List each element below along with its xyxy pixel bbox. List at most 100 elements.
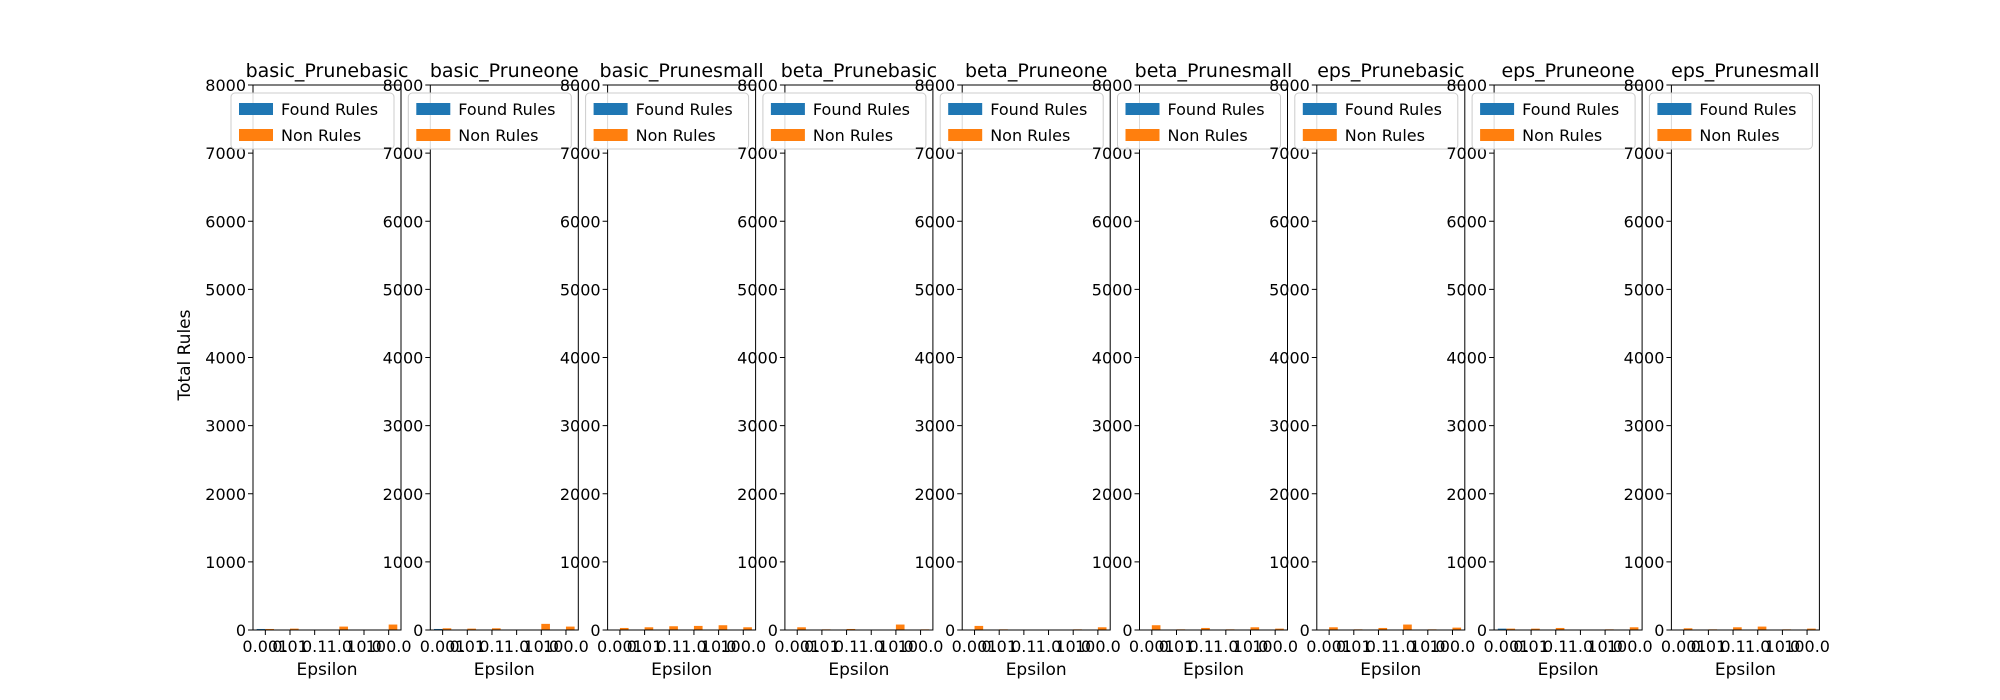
bar — [644, 627, 654, 630]
legend-swatch — [1125, 129, 1160, 141]
x-tick-label: 0.01 — [981, 637, 1017, 656]
y-tick-label: 3000 — [1446, 417, 1487, 436]
bar — [669, 626, 678, 630]
x-tick-label: 0.01 — [1336, 637, 1372, 656]
y-tick-label: 8000 — [560, 76, 601, 95]
y-tick-label: 8000 — [1446, 76, 1487, 95]
legend-swatch — [416, 129, 451, 141]
chart-title: basic_Prunesmall — [600, 60, 764, 82]
chart-title: eps_Prunebasic — [1317, 60, 1464, 82]
x-tick-label: 0.001 — [952, 637, 998, 656]
bar — [743, 627, 752, 630]
legend-label: Non Rules — [990, 126, 1070, 145]
bar — [846, 628, 856, 630]
x-axis-label: Epsilon — [296, 660, 357, 680]
x-tick-label: 10.0 — [1765, 637, 1801, 656]
x-axis-label: Epsilon — [474, 660, 535, 680]
x-tick-label: 0.001 — [1129, 637, 1175, 656]
y-tick-label: 3000 — [1092, 417, 1133, 436]
x-tick-label: 10.0 — [1410, 637, 1446, 656]
legend-swatch — [239, 129, 273, 141]
y-tick-label: 1000 — [383, 553, 424, 572]
y-tick-label: 0 — [1300, 621, 1310, 640]
x-tick-label: 0.1 — [302, 637, 327, 656]
bar — [974, 625, 984, 630]
x-tick-label: 0.001 — [1484, 637, 1530, 656]
legend-swatch — [593, 129, 628, 141]
legend-label: Found Rules — [1345, 100, 1442, 119]
legend-label: Non Rules — [281, 126, 361, 145]
y-tick-label: 1000 — [1092, 553, 1133, 572]
bar — [1807, 628, 1816, 630]
bar — [491, 628, 501, 630]
chart-title: eps_Pruneone — [1501, 60, 1634, 82]
plot-frame — [1670, 84, 1820, 631]
y-tick-label: 6000 — [737, 212, 778, 231]
x-tick-label: 100.0 — [1252, 637, 1298, 656]
y-tick-label: 0 — [413, 621, 423, 640]
bar — [1250, 627, 1260, 630]
y-tick-label: 6000 — [1092, 212, 1133, 231]
x-tick-label: 0.01 — [272, 637, 308, 656]
x-tick-label: 0.1 — [1720, 637, 1745, 656]
y-tick-label: 3000 — [383, 417, 424, 436]
y-tick-label: 1000 — [560, 553, 601, 572]
legend-swatch — [770, 129, 805, 141]
bar — [1629, 627, 1639, 630]
legend-label: Non Rules — [1168, 126, 1248, 145]
bar — [442, 628, 452, 630]
x-tick-label: 10.0 — [1233, 637, 1269, 656]
y-tick-label: 3000 — [205, 417, 246, 436]
y-tick-label: 1000 — [737, 553, 778, 572]
y-tick-label: 4000 — [914, 349, 955, 368]
y-tick-label: 0 — [590, 621, 600, 640]
legend: Found Rules Non Rules — [230, 92, 395, 150]
x-tick-label: 0.001 — [774, 637, 820, 656]
legend: Found Rules Non Rules — [407, 92, 572, 150]
y-tick-label: 2000 — [1446, 485, 1487, 504]
legend: Found Rules Non Rules — [1648, 92, 1813, 150]
bar — [388, 624, 398, 630]
plot-frame — [784, 84, 934, 631]
x-tick-label: 0.1 — [834, 637, 859, 656]
x-tick-label: 0.1 — [1366, 637, 1391, 656]
y-tick-label: 5000 — [560, 280, 601, 299]
legend-label: Non Rules — [1699, 126, 1779, 145]
y-tick-label: 4000 — [1446, 349, 1487, 368]
x-tick-label: 0.001 — [1306, 637, 1352, 656]
chart-panel: beta_Prunesmall 0 1000 2000 3000 4000 5000 6000… — [1092, 60, 1298, 680]
chart-panel: beta_Pruneone010002000300040005000600070… — [914, 60, 1120, 680]
legend-swatch — [1480, 129, 1515, 141]
chart-title: beta_Prunebasic — [781, 60, 937, 82]
y-tick-label: 3000 — [560, 417, 601, 436]
legend-swatch — [948, 129, 983, 141]
legend-swatch — [593, 103, 628, 115]
plot-frame — [1316, 84, 1466, 631]
y-tick-label: 8000 — [914, 76, 955, 95]
bar — [434, 628, 443, 630]
x-tick-label: 1.0 — [1568, 637, 1593, 656]
legend: Found Rules Non Rules — [1117, 92, 1281, 150]
y-tick-label: 4000 — [1269, 349, 1310, 368]
bar — [1403, 624, 1412, 630]
bar — [256, 628, 266, 630]
bar — [565, 626, 575, 630]
bar — [1497, 628, 1507, 630]
bar — [339, 626, 348, 630]
x-tick-label: 100.0 — [366, 637, 412, 656]
bar — [1733, 627, 1742, 630]
x-tick-label: 0.01 — [1513, 637, 1549, 656]
y-tick-label: 8000 — [205, 76, 246, 95]
legend-label: Found Rules — [990, 100, 1087, 119]
legend-swatch — [1125, 103, 1160, 115]
chart-panel: eps_Pruneone0100020003000400050006000700… — [1446, 60, 1652, 680]
y-tick-label: 8000 — [1624, 76, 1665, 95]
chart-panel: eps_Prunebasic01000200030004000500060007… — [1269, 60, 1475, 680]
x-tick-label: 0.01 — [627, 637, 663, 656]
y-tick-label: 0 — [1122, 621, 1132, 640]
y-tick-label: 5000 — [1092, 280, 1133, 299]
legend-label: Found Rules — [813, 100, 910, 119]
x-tick-label: 1.0 — [859, 637, 884, 656]
x-axis-label: Epsilon — [1715, 660, 1776, 680]
y-tick-label: 6000 — [383, 212, 424, 231]
